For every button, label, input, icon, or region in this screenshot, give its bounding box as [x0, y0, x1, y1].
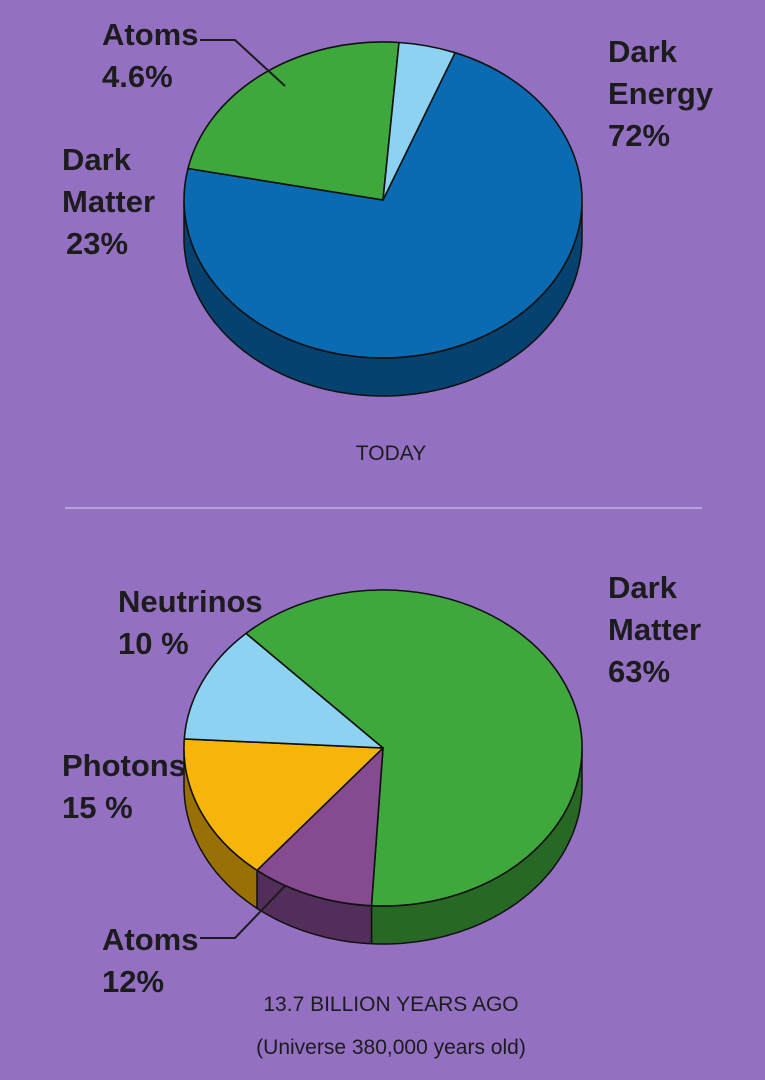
slice-label-dark-matter: Dark Matter 63% — [608, 570, 710, 689]
slice-label-dark-matter: Dark Matter 23% — [62, 142, 164, 261]
slice-value-label: 10 % — [118, 626, 189, 661]
slice-label-line: Energy — [608, 76, 714, 111]
pie-slice-dark-matter — [187, 41, 400, 201]
pie-slice-atoms — [183, 632, 384, 749]
chart-subcaption-early: (Universe 380,000 years old) — [256, 1036, 526, 1059]
slice-label-line: Photons — [62, 748, 186, 783]
slice-label-line: Matter — [62, 184, 155, 219]
slice-label-dark-energy: Dark Energy 72% — [608, 34, 722, 153]
slice-label-line: Dark — [608, 570, 678, 605]
slice-label-line: Dark — [62, 142, 132, 177]
leader-lines-early — [200, 885, 286, 939]
pie-top-today — [183, 41, 583, 359]
slice-value-label: 15 % — [62, 790, 133, 825]
slice-label-line: Atoms — [102, 922, 198, 957]
slice-label-line: Atoms — [102, 17, 198, 52]
slice-label-atoms: Atoms 4.6% — [102, 17, 207, 94]
pie-slice-dark-matter — [245, 589, 583, 907]
slice-value-label: 12% — [102, 964, 164, 999]
chart-caption-today: TODAY — [356, 442, 426, 465]
slice-label-atoms: Atoms 12% — [102, 922, 207, 999]
chart-today: Dark Energy 72% Dark Matter 23% Atoms 4.… — [62, 17, 722, 465]
pie-slice-dark-energy — [183, 51, 583, 359]
pie-slice-neutrinos — [256, 747, 384, 907]
pie-slice-photons — [183, 738, 384, 872]
leader-line-atoms — [200, 39, 286, 87]
slice-label-photons: Photons 15 % — [62, 748, 195, 825]
chart-caption-early: 13.7 BILLION YEARS AGO — [263, 993, 518, 1016]
slice-value-label: 4.6% — [102, 59, 173, 94]
pie-slice-atoms — [382, 41, 456, 201]
slice-value-label: 72% — [608, 118, 670, 153]
pie-top-early — [183, 589, 583, 907]
chart-13-7-billion-years-ago: Dark Matter 63% Neutrinos 10 % Photons 1… — [62, 570, 710, 1059]
leader-line-atoms — [200, 885, 286, 939]
slice-label-line: Matter — [608, 612, 701, 647]
slice-value-label: 63% — [608, 654, 670, 689]
slice-label-line: Dark — [608, 34, 678, 69]
slice-label-line: Neutrinos — [118, 584, 263, 619]
leader-lines-today — [200, 39, 286, 87]
slice-value-label: 23% — [66, 226, 128, 261]
slice-label-neutrinos: Neutrinos 10 % — [118, 584, 271, 661]
